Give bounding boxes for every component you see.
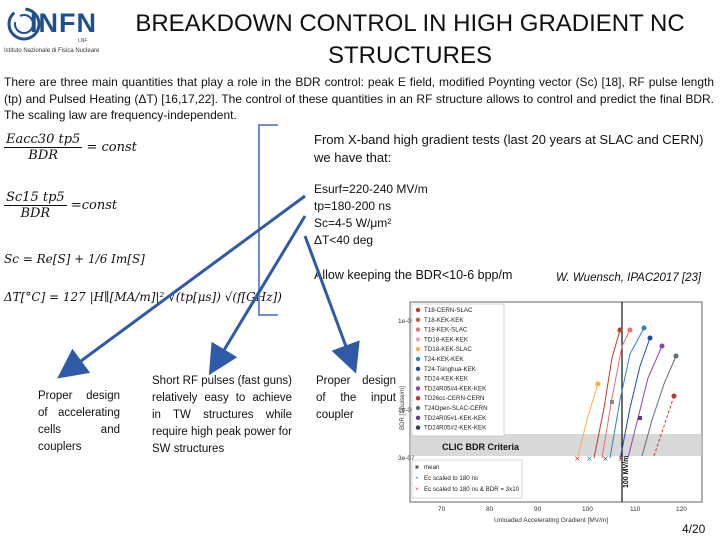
legend-entry: TD26cc-CERN-CERN: [424, 395, 485, 402]
equation-gradient-scaling: Eacc30 tp5 BDR = const: [4, 132, 137, 163]
limit-sc: Sc=4-5 W/μm²: [314, 216, 392, 230]
lower-legend-entry: Ec scaled to 180 ns & BDR = 3x10: [424, 486, 520, 493]
eq2-denominator: BDR: [20, 206, 51, 221]
svg-text:×: ×: [586, 454, 593, 463]
plot-ytick-3: 3e-07: [398, 455, 415, 462]
legend-marker: [415, 405, 421, 411]
lower-legend-entry: Ec scaled to 180 ns: [424, 475, 478, 482]
legend-entry: T24Open-SLAC-CERN: [424, 405, 488, 412]
logo-text: INFN: [30, 8, 97, 38]
criteria-band: [410, 434, 702, 456]
legend-marker: [415, 337, 421, 342]
xband-statement: From X-band high gradient tests (last 20…: [314, 132, 704, 165]
legend-entry: T18-KEK-SLAC: [424, 327, 468, 334]
legend-entry: T24-Tsinghua-KEK: [424, 366, 477, 373]
legend-marker: [415, 307, 421, 313]
legend-marker: [415, 396, 421, 401]
legend-entry: TD24-KEK-KEK: [424, 376, 469, 383]
legend-entry: T24-KEK-KEK: [424, 356, 464, 363]
limit-esurf: Esurf=220-240 MV/m: [314, 182, 428, 196]
eq2-numerator: Sc15 tp5: [4, 190, 67, 206]
arrow-to-pulses: [208, 215, 307, 376]
legend-marker: [415, 347, 421, 352]
plot-xtick-120: 120: [676, 506, 687, 513]
lower-legend-marker: ×: [415, 475, 419, 482]
legend-entry: T18-KEK-KEK: [424, 317, 464, 324]
legend-entry: T18-CERN-SLAC: [424, 307, 473, 314]
plot-xtick-70: 70: [438, 506, 446, 513]
logo-tagline: Istituto Nazionale di Fisica Nucleare: [4, 48, 100, 54]
plot-ytick-1: 1e-05: [398, 318, 415, 325]
reference-citation: W. Wuensch, IPAC2017 [23]: [556, 272, 702, 284]
bdr-vs-gradient-plot: BDR [1/pulse/m] 1e-05 1e-06 3e-07 70 80 …: [398, 288, 720, 526]
eq1-rhs: = const: [86, 140, 137, 155]
plot-lower-legend: ■ mean × Ec scaled to 180 ns × Ec scaled to 1…: [415, 464, 520, 493]
infn-emblem-icon: [7, 7, 41, 41]
legend-entry: TD18-KEK-KEK: [424, 336, 469, 343]
plot-lower-legend-box: [411, 459, 523, 499]
eq2-rhs: =const: [70, 198, 118, 213]
legend-entry: TD24R05#2-KEK-KEK: [424, 425, 487, 432]
legend-marker: [415, 356, 421, 362]
page-number: 4/20: [682, 522, 706, 536]
plot-xlabel: Unloaded Accelerating Gradient [MV/m]: [494, 517, 608, 524]
caption-input-coupler: Proper design of the input coupler: [316, 375, 396, 421]
bracket-inner: [264, 124, 278, 316]
infn-logo: INFN LNF Istituto Nazionale di Fisica Nu…: [4, 6, 100, 58]
arrow-to-input-coupler: [303, 235, 360, 374]
criteria-label: CLIC BDR Criteria: [442, 442, 520, 452]
plot-frame: [409, 301, 703, 503]
legend-marker: [415, 327, 421, 332]
legend-marker: [415, 415, 421, 420]
svg-text:×: ×: [618, 454, 625, 463]
plot-markers: × × × ×: [574, 325, 679, 463]
limit-deltat: ΔT<40 deg: [314, 233, 374, 247]
legend-marker: [415, 317, 421, 322]
caption-pulses: Short RF pulses (fast guns) relatively e…: [152, 375, 292, 455]
plot-xtick-90: 90: [534, 506, 542, 513]
svg-text:×: ×: [602, 454, 609, 463]
logo-sublab: LNF: [78, 38, 88, 44]
lower-legend-marker: ■: [415, 464, 419, 471]
vline-label: 100 MV/m: [623, 456, 630, 488]
equation-modified-poynting: Sc = Re[S] + 1/6 Im[S]: [4, 252, 145, 266]
legend-marker: [415, 425, 421, 430]
arrow-to-couplers: [57, 194, 306, 379]
svg-text:×: ×: [574, 454, 581, 463]
plot-xtick-110: 110: [630, 506, 641, 513]
plot-xtick-100: 100: [582, 506, 593, 513]
measured-limits-list: Esurf=220-240 MV/m tp=180-200 ns Sc=4-5 …: [314, 181, 428, 249]
plot-legend-box: [411, 303, 505, 437]
equation-poynting-scaling: Sc15 tp5 BDR =const: [4, 190, 117, 221]
plot-ytick-2: 1e-06: [398, 407, 415, 414]
legend-entry: TD24R05#4-KEK-KEK: [424, 385, 487, 392]
plot-xticks: 70 80 90 100 110 120: [438, 506, 687, 513]
legend-marker: [415, 376, 421, 381]
lower-legend-marker: ×: [415, 486, 419, 493]
intro-paragraph: There are three main quantities that pla…: [4, 75, 714, 122]
plot-xtick-80: 80: [486, 506, 494, 513]
plot-legend: T18-CERN-SLAC T18-KEK-KEK T18-KEK-SLAC TD18…: [415, 307, 488, 432]
eq1-denominator: BDR: [28, 148, 59, 163]
legend-entry: TD18-KEK-SLAC: [424, 346, 472, 353]
lower-legend-entry: mean: [424, 464, 440, 471]
bdr-statement: Allow keeping the BDR<10-6 bpp/m: [314, 268, 513, 282]
plot-traces: [577, 327, 677, 461]
equation-pulsed-heating: ΔT[°C] = 127 |H∥[MA/m]|² √(tp[μs]) √(f[G…: [4, 290, 282, 304]
plot-ylabel: BDR [1/pulse/m]: [400, 386, 406, 430]
legend-marker: [415, 386, 421, 391]
caption-couplers: Proper design of accelerating cells and …: [38, 390, 120, 453]
legend-marker: [415, 366, 421, 371]
legend-entry: TD24R05#1-KEK-KEK: [424, 415, 487, 422]
limit-tp: tp=180-200 ns: [314, 199, 392, 213]
slide-title: BREAKDOWN CONTROL IN HIGH GRADIENT NC ST…: [135, 10, 685, 69]
eq1-numerator: Eacc30 tp5: [4, 132, 83, 148]
